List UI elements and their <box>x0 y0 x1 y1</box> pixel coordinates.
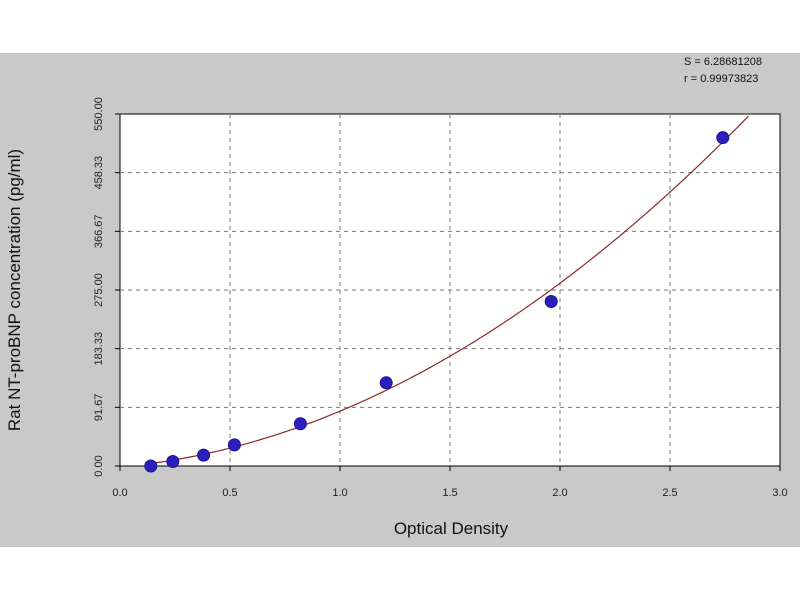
y-tick-label: 91.67 <box>93 394 105 422</box>
y-tick-label: 0.00 <box>93 455 105 476</box>
x-tick-label: 2.5 <box>662 487 677 499</box>
grid-lines <box>120 114 780 466</box>
y-axis-ticks: 0.00 91.67 183.33 275.00 366.67 458.33 550.00 <box>93 97 120 477</box>
y-axis-title: Rat NT-proBNP concentration (pg/ml) <box>5 149 24 431</box>
data-point <box>293 417 307 431</box>
x-tick-label: 1.5 <box>442 487 457 499</box>
x-axis-title: Optical Density <box>394 519 509 538</box>
fit-stat-s: S = 6.28681208 <box>684 56 762 68</box>
x-axis-ticks: 0.0 0.5 1.0 1.5 2.0 2.5 3.0 <box>112 466 788 499</box>
y-tick-label: 183.33 <box>93 332 105 366</box>
data-point <box>379 376 393 390</box>
data-point <box>544 295 558 309</box>
x-tick-label: 1.0 <box>332 487 347 499</box>
y-tick-label: 458.33 <box>93 156 105 190</box>
fit-curve <box>150 115 749 465</box>
data-point <box>716 131 730 145</box>
data-point <box>166 455 180 469</box>
x-tick-label: 3.0 <box>772 487 787 499</box>
y-tick-label: 366.67 <box>93 215 105 249</box>
data-point <box>227 438 241 452</box>
data-point <box>144 459 158 473</box>
data-points <box>144 131 730 473</box>
x-tick-label: 2.0 <box>552 487 567 499</box>
y-tick-label: 275.00 <box>93 273 105 307</box>
x-tick-label: 0.0 <box>112 487 127 499</box>
data-point <box>197 448 211 462</box>
y-tick-label: 550.00 <box>93 97 105 131</box>
fit-stat-r: r = 0.99973823 <box>684 73 759 85</box>
x-tick-label: 0.5 <box>222 487 237 499</box>
